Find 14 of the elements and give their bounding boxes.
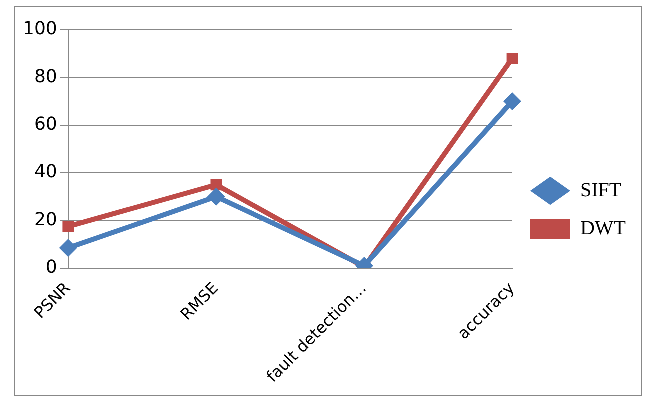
point — [59, 239, 78, 258]
point — [506, 52, 518, 64]
y-tick-label: 60 — [34, 114, 58, 136]
y-tick-label: 80 — [34, 66, 58, 88]
point — [62, 221, 74, 232]
point — [207, 188, 226, 206]
y-tick-label: 20 — [34, 209, 58, 230]
legend-label: DWT — [580, 217, 626, 240]
y-tick-label: 40 — [34, 162, 58, 183]
y-tick-label: 100 — [22, 18, 58, 40]
y-tick-label: 0 — [46, 257, 58, 278]
legend-label: SIFT — [580, 179, 622, 202]
point — [503, 92, 522, 111]
point — [210, 179, 222, 191]
